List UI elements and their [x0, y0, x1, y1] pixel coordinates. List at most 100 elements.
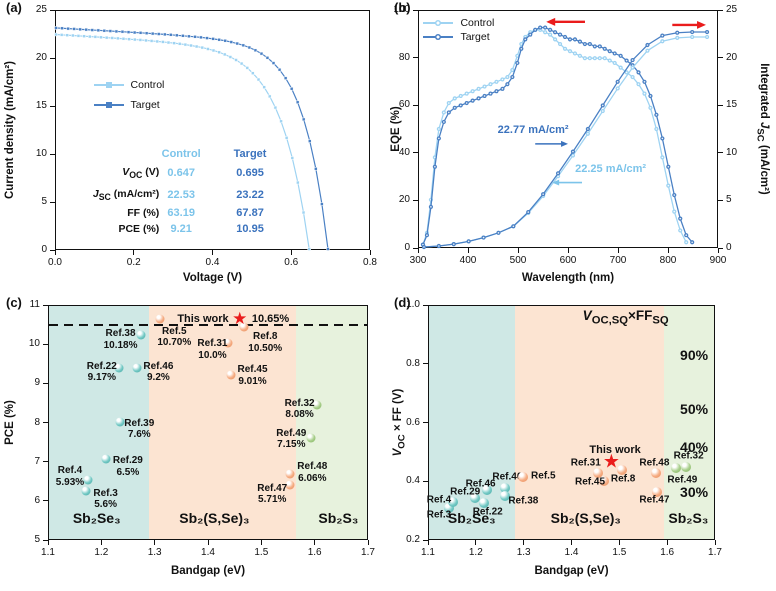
table-value: 10.95 — [236, 223, 264, 236]
curve-marker-highlight — [589, 43, 591, 45]
jv-marker — [120, 29, 125, 34]
curve-marker-highlight — [631, 66, 634, 69]
panel-b-letter: (b) — [394, 0, 411, 15]
jv-marker — [108, 29, 113, 33]
curve-marker-highlight — [501, 88, 504, 90]
curve-marker-highlight — [549, 29, 551, 31]
curve-marker-highlight — [685, 241, 688, 244]
curve-marker-highlight — [520, 43, 523, 45]
legend-circle-marker — [435, 19, 442, 26]
data-point-ref39 — [115, 417, 125, 427]
data-point-label: Ref.38 10.18% — [103, 328, 138, 351]
x-tick-label: 1.6 — [660, 547, 675, 558]
data-point-ref8 — [616, 465, 627, 476]
jv-marker — [265, 56, 270, 60]
curve-marker-highlight — [554, 38, 556, 41]
curve-marker-highlight — [655, 128, 658, 130]
curve-marker-highlight — [608, 59, 611, 62]
data-point-label: Ref.38 — [508, 495, 539, 507]
sq-limit-line-label: 50% — [680, 400, 709, 417]
data-point-label: Ref.3 — [426, 509, 452, 521]
curve-marker-highlight — [603, 47, 606, 50]
jv-marker — [211, 37, 215, 41]
legend-label: Control — [130, 79, 165, 92]
data-point-label: Ref.32 8.08% — [284, 397, 315, 421]
curve-marker-highlight — [448, 111, 450, 114]
material-band-label: Sb₂(S,Se)₃ — [550, 510, 621, 527]
y-tick-label: 40 — [398, 146, 410, 158]
y2-tick-mark — [718, 9, 723, 11]
jv-marker — [235, 41, 240, 46]
curve-marker-highlight — [489, 92, 492, 95]
x-tick-mark — [475, 540, 477, 545]
legend-item-control: Control — [93, 79, 165, 92]
material-band-sbs — [296, 306, 367, 539]
jv-marker — [149, 39, 154, 43]
y-tick-label: 7 — [34, 455, 40, 467]
x-tick-label: 300 — [409, 255, 427, 266]
data-point-label: Ref.45 — [575, 476, 606, 488]
data-point-label: Ref.49 — [667, 474, 698, 486]
curve-marker-highlight — [501, 78, 504, 81]
panel-b-y2-axis-title: Integrated JSC (mA/cm²) — [754, 63, 770, 195]
x-tick-mark — [617, 248, 619, 253]
data-point-ref47 — [285, 480, 295, 490]
jv-marker — [320, 202, 324, 206]
curve-marker-highlight — [452, 243, 455, 245]
data-point-ref32 — [312, 400, 322, 410]
legend-line-sample — [93, 102, 124, 109]
jv-marker — [60, 26, 64, 31]
data-point-ref38 — [136, 330, 146, 340]
curve-marker-highlight — [631, 76, 634, 78]
x-tick-mark — [523, 540, 525, 545]
data-point-label: Ref.22 — [472, 506, 503, 518]
data-point-ref5 — [155, 314, 165, 324]
curve-marker-highlight — [625, 59, 628, 62]
y-tick-mark — [50, 9, 55, 11]
x-tick-mark — [666, 540, 668, 545]
curve-marker-highlight — [643, 81, 646, 83]
x-tick-label: 1.3 — [516, 547, 531, 558]
jv-marker — [84, 27, 88, 32]
data-point-ref4 — [83, 475, 93, 485]
jv-marker — [71, 33, 75, 38]
curve-marker-highlight — [569, 50, 571, 52]
curve-target-integrated-jsc — [423, 31, 708, 248]
data-point-label: Ref.48 — [639, 457, 670, 469]
data-point-ref5 — [518, 471, 529, 482]
sq-limit-line-label: 90% — [680, 346, 709, 363]
x-tick-mark — [100, 540, 102, 545]
curve-marker-highlight — [625, 71, 628, 74]
data-point-ref31 — [223, 338, 233, 348]
x-tick-mark — [714, 540, 716, 545]
data-point-ref46 — [481, 485, 492, 496]
jv-marker — [78, 27, 82, 32]
curve-marker-highlight — [649, 95, 652, 97]
curve-marker-highlight — [471, 99, 474, 102]
y-tick-label: 0.4 — [406, 475, 420, 487]
jv-marker — [138, 38, 143, 42]
data-point-ref40 — [500, 482, 511, 493]
data-point-ref4 — [447, 497, 458, 508]
x-tick-label: 900 — [709, 255, 727, 266]
curve-marker-highlight — [613, 52, 616, 55]
curve-marker-highlight — [619, 55, 622, 57]
curve-marker-highlight — [559, 43, 561, 45]
panel-c-letter: (c) — [6, 295, 22, 310]
table-value: 63.19 — [167, 206, 195, 219]
jv-marker — [181, 34, 185, 38]
data-point-ref46 — [132, 363, 142, 372]
curve-marker-highlight — [691, 36, 693, 38]
curve-marker-highlight — [667, 184, 670, 187]
jv-marker — [200, 45, 205, 50]
curve-marker-highlight — [673, 194, 676, 196]
jv-marker — [223, 38, 228, 43]
curve-marker-highlight — [601, 110, 604, 112]
curve-marker-highlight — [598, 45, 601, 48]
curve-marker-highlight — [430, 206, 432, 208]
curve-marker-highlight — [516, 62, 519, 64]
legend-item-control: Control — [423, 17, 494, 29]
curve-marker-highlight — [539, 26, 541, 29]
jv-marker — [277, 67, 282, 72]
